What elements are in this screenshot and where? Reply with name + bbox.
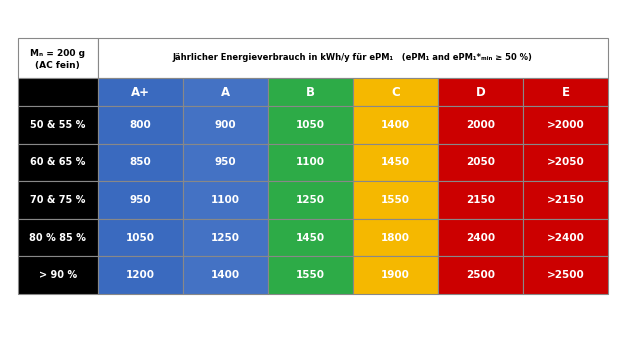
Text: 1450: 1450 bbox=[295, 233, 325, 243]
Text: >2500: >2500 bbox=[546, 270, 584, 280]
Bar bbox=[18, 181, 98, 219]
Text: C: C bbox=[391, 86, 400, 99]
Bar bbox=[353, 78, 438, 106]
Bar bbox=[523, 219, 608, 256]
Bar bbox=[98, 181, 183, 219]
Bar bbox=[268, 219, 353, 256]
Bar bbox=[523, 106, 608, 144]
Bar bbox=[183, 256, 268, 294]
Bar bbox=[183, 219, 268, 256]
Text: 60 & 65 %: 60 & 65 % bbox=[30, 157, 86, 168]
Bar bbox=[438, 78, 523, 106]
Text: E: E bbox=[562, 86, 570, 99]
Bar bbox=[18, 78, 98, 106]
Text: >2150: >2150 bbox=[546, 195, 584, 205]
Text: 2500: 2500 bbox=[466, 270, 495, 280]
Bar bbox=[523, 181, 608, 219]
Bar bbox=[438, 256, 523, 294]
Bar bbox=[353, 219, 438, 256]
Text: >2000: >2000 bbox=[546, 120, 584, 130]
Bar bbox=[353, 106, 438, 144]
Bar bbox=[523, 78, 608, 106]
Text: 2050: 2050 bbox=[466, 157, 495, 168]
Text: 1450: 1450 bbox=[381, 157, 410, 168]
Text: 1100: 1100 bbox=[296, 157, 325, 168]
Text: Mₙ = 200 g: Mₙ = 200 g bbox=[30, 49, 85, 58]
Bar bbox=[98, 219, 183, 256]
Bar bbox=[98, 144, 183, 181]
Text: 2000: 2000 bbox=[466, 120, 495, 130]
Text: 850: 850 bbox=[130, 157, 151, 168]
Text: Jährlicher Energieverbrauch in kWh/y für ePM₁   (ePM₁ and ePM₁*ₘᵢₙ ≥ 50 %): Jährlicher Energieverbrauch in kWh/y für… bbox=[173, 54, 533, 63]
Bar bbox=[353, 256, 438, 294]
Bar bbox=[268, 144, 353, 181]
Bar bbox=[438, 144, 523, 181]
Bar bbox=[353, 144, 438, 181]
Text: A+: A+ bbox=[131, 86, 150, 99]
Bar bbox=[438, 106, 523, 144]
Text: 2150: 2150 bbox=[466, 195, 495, 205]
Text: 1800: 1800 bbox=[381, 233, 410, 243]
Text: B: B bbox=[305, 86, 315, 99]
Bar bbox=[268, 256, 353, 294]
Bar bbox=[438, 219, 523, 256]
Text: 800: 800 bbox=[130, 120, 151, 130]
Text: 80 % 85 %: 80 % 85 % bbox=[29, 233, 86, 243]
Text: 1900: 1900 bbox=[381, 270, 410, 280]
Text: 70 & 75 %: 70 & 75 % bbox=[30, 195, 86, 205]
Bar bbox=[183, 106, 268, 144]
Bar bbox=[523, 144, 608, 181]
Bar bbox=[523, 256, 608, 294]
Bar bbox=[18, 219, 98, 256]
Text: 1200: 1200 bbox=[126, 270, 155, 280]
Text: >2050: >2050 bbox=[546, 157, 584, 168]
Text: 1400: 1400 bbox=[211, 270, 240, 280]
Text: > 90 %: > 90 % bbox=[39, 270, 77, 280]
Text: 2400: 2400 bbox=[466, 233, 495, 243]
Bar bbox=[268, 181, 353, 219]
Text: A: A bbox=[221, 86, 230, 99]
Text: 1550: 1550 bbox=[381, 195, 410, 205]
Bar bbox=[183, 144, 268, 181]
Bar bbox=[268, 78, 353, 106]
Text: 1550: 1550 bbox=[296, 270, 325, 280]
Bar bbox=[183, 181, 268, 219]
Bar bbox=[18, 144, 98, 181]
Text: 1250: 1250 bbox=[211, 233, 240, 243]
Text: (AC fein): (AC fein) bbox=[36, 61, 80, 70]
Text: 50 & 55 %: 50 & 55 % bbox=[30, 120, 86, 130]
Text: 900: 900 bbox=[215, 120, 236, 130]
Bar bbox=[438, 181, 523, 219]
Text: 950: 950 bbox=[215, 157, 236, 168]
Bar bbox=[353, 181, 438, 219]
Text: 1050: 1050 bbox=[296, 120, 325, 130]
Bar bbox=[183, 78, 268, 106]
Bar bbox=[98, 38, 608, 78]
Bar bbox=[98, 78, 183, 106]
Text: 1400: 1400 bbox=[381, 120, 410, 130]
Text: 1050: 1050 bbox=[126, 233, 155, 243]
Bar bbox=[18, 38, 98, 78]
Bar bbox=[18, 256, 98, 294]
Bar bbox=[98, 106, 183, 144]
Text: D: D bbox=[476, 86, 485, 99]
Text: 1100: 1100 bbox=[211, 195, 240, 205]
Text: >2400: >2400 bbox=[546, 233, 585, 243]
Bar bbox=[98, 256, 183, 294]
Bar bbox=[18, 106, 98, 144]
Text: 950: 950 bbox=[130, 195, 151, 205]
Bar bbox=[268, 106, 353, 144]
Text: 1250: 1250 bbox=[296, 195, 325, 205]
